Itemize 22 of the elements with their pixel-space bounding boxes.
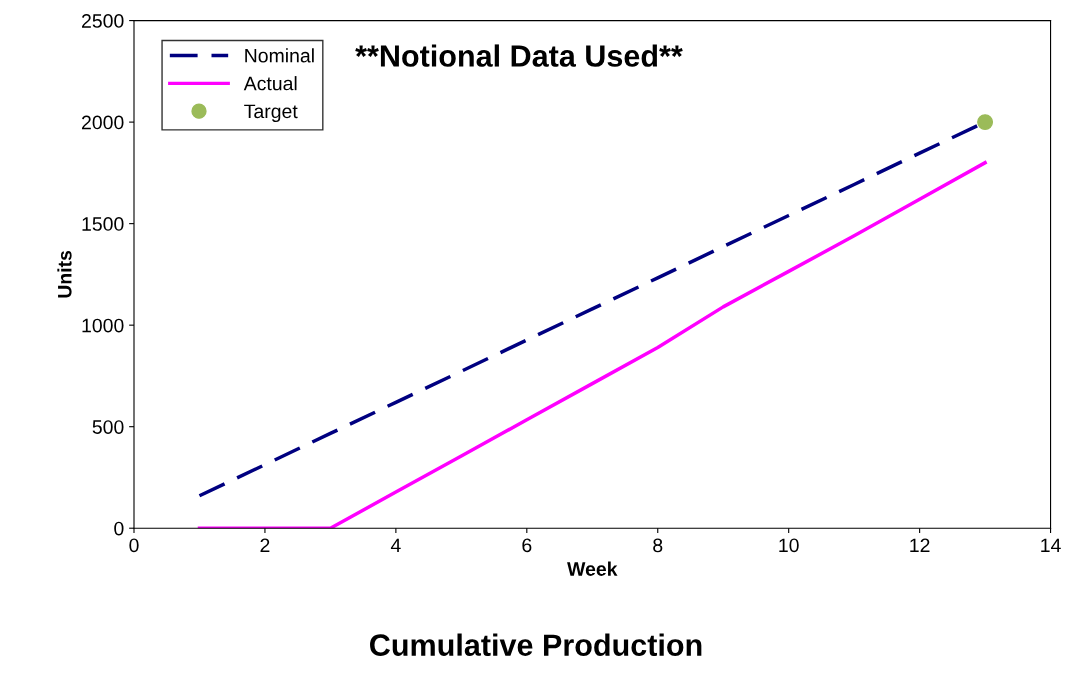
y-tick-label: 0 [114, 521, 124, 536]
y-tick-label: 500 [92, 420, 124, 434]
x-tick-label: 4 [390, 538, 401, 553]
y-tick-label: 2000 [82, 115, 124, 130]
y-tick-label: 1500 [82, 217, 124, 231]
x-tick-label: 8 [653, 538, 663, 553]
y-tick-label: 2500 [82, 14, 124, 28]
x-tick-label: 6 [522, 538, 532, 553]
x-axis-title: Week [567, 561, 618, 576]
legend-label: Nominal [245, 48, 314, 63]
legend-label: Actual [243, 76, 297, 91]
line-series [197, 160, 987, 529]
annotation: **Notional Data Used** [355, 44, 683, 67]
x-tick-label: 12 [910, 538, 930, 553]
x-tick-label: 10 [779, 538, 799, 553]
text: Cumulative Production [370, 633, 702, 656]
x-tick-label: 14 [1041, 538, 1061, 553]
x-tick-label: 2 [260, 538, 270, 553]
x-tick-label: 0 [129, 538, 139, 553]
legend-label: Target [244, 104, 298, 123]
y-tick-label: 1000 [82, 318, 124, 333]
y-axis-title: Units [57, 250, 72, 298]
